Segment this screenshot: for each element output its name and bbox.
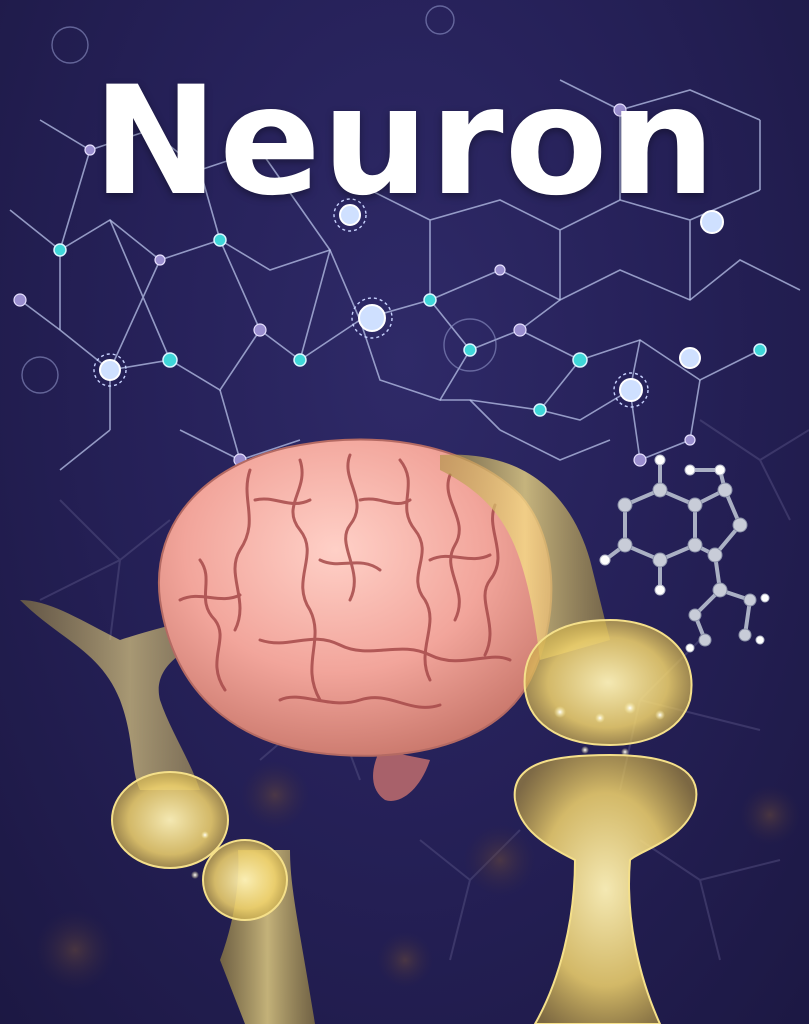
molecule-model	[599, 454, 770, 653]
left-neuron-terminals	[20, 600, 315, 1024]
cover-title: Neuron	[92, 55, 717, 229]
synapse-illustration	[191, 454, 698, 1024]
background-cells	[35, 761, 800, 990]
network-nodes	[13, 5, 767, 467]
